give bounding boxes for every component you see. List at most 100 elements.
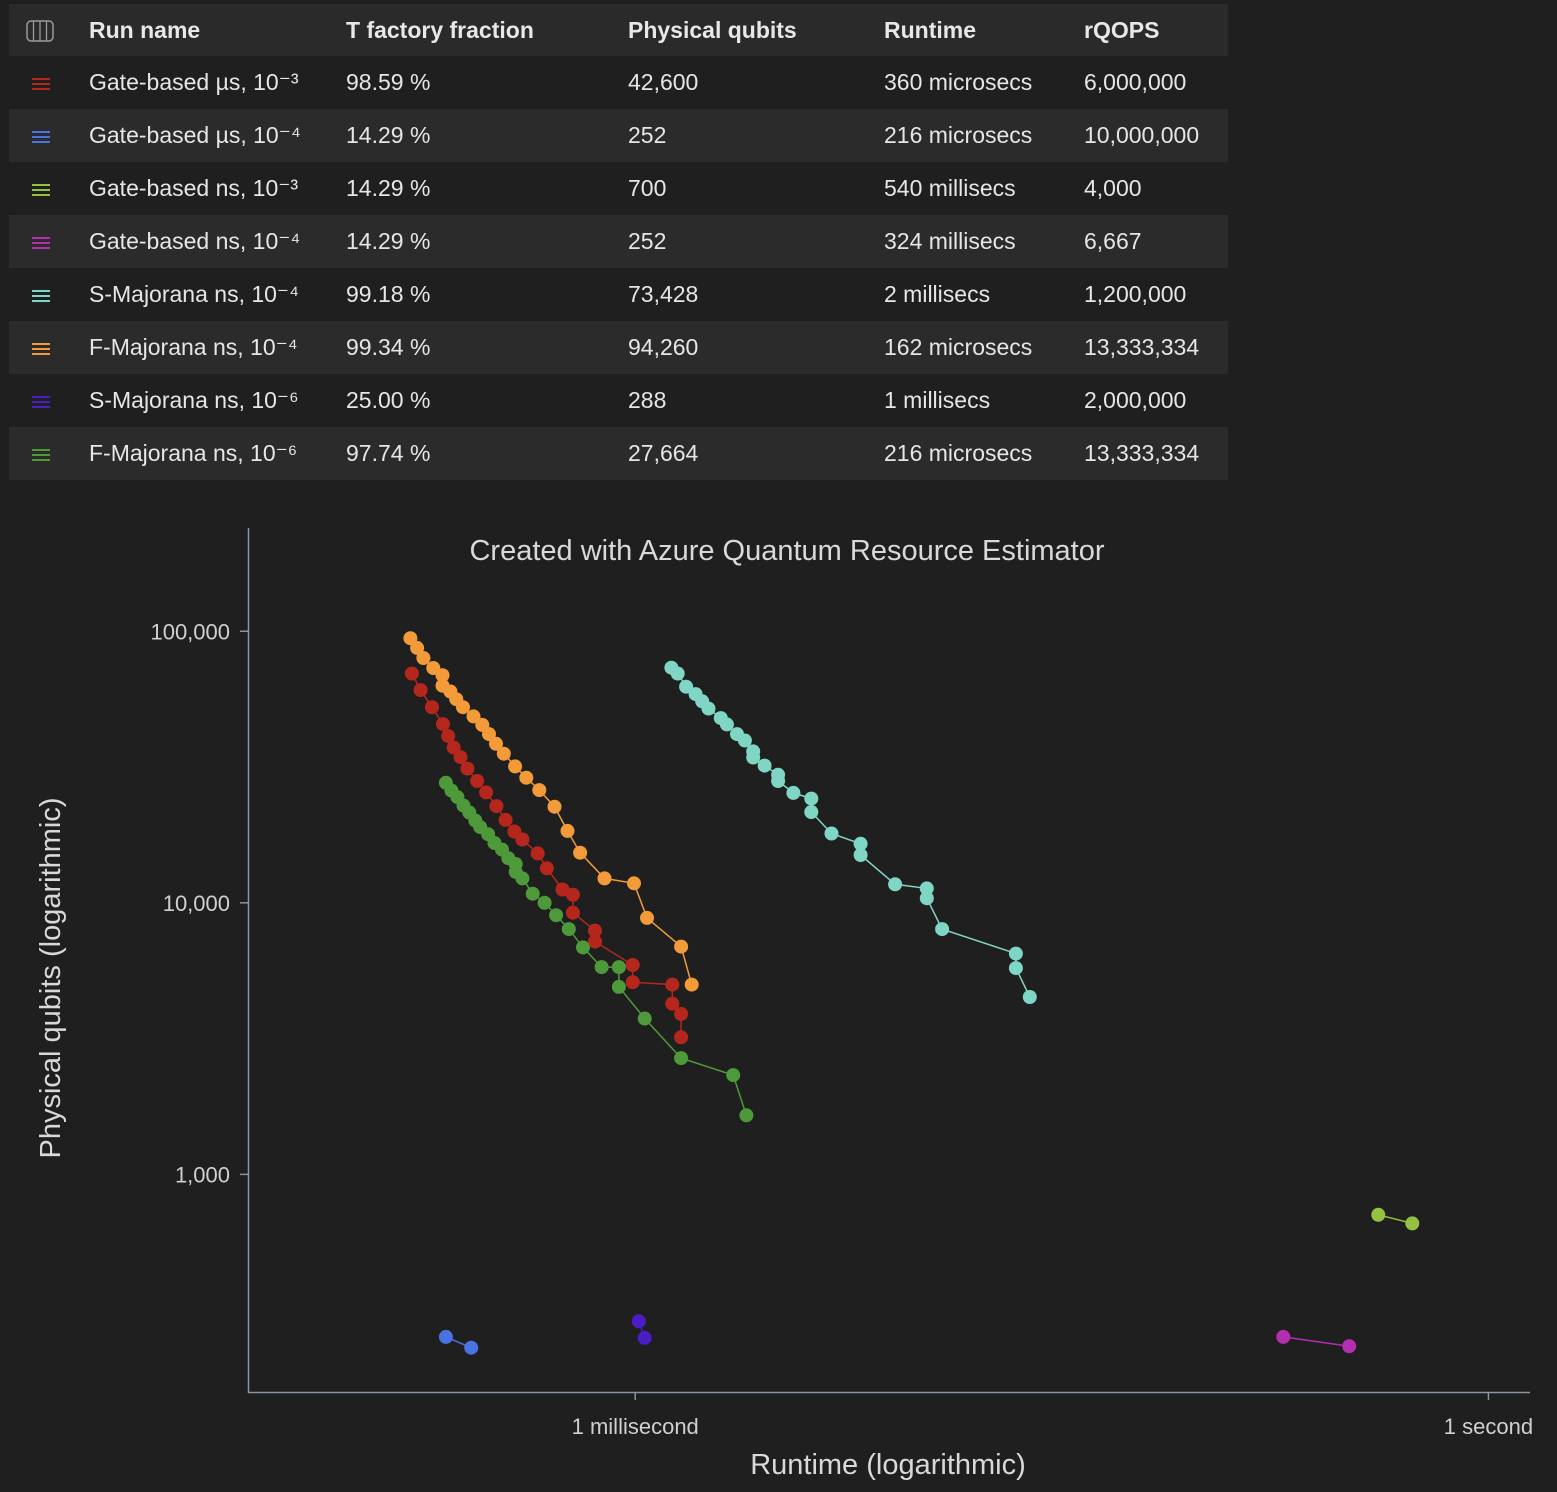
- data-point: [456, 700, 470, 715]
- data-point: [525, 886, 540, 901]
- series-legend-icon: [32, 395, 50, 408]
- table-row[interactable]: Gate-based µs, 10⁻³ 98.59 % 42,600 360 micr…: [9, 56, 1228, 109]
- data-point: [637, 1330, 652, 1345]
- header-physical-qubits[interactable]: Physical qubits: [628, 16, 797, 43]
- data-point: [436, 717, 450, 732]
- cell-runtime: 216 microsecs: [884, 440, 1033, 466]
- data-point: [631, 1314, 646, 1329]
- y-axis-label: Physical qubits (logarithmic): [35, 797, 67, 1158]
- data-point: [853, 836, 868, 851]
- data-point: [824, 826, 839, 841]
- table-row[interactable]: F-Majorana ns, 10⁻⁴ 99.34 % 94,260 162 micr…: [9, 321, 1228, 374]
- data-point: [739, 1108, 754, 1123]
- chart-series: [404, 666, 689, 1045]
- table-row[interactable]: Gate-based ns, 10⁻³ 14.29 % 700 540 millise…: [9, 162, 1228, 215]
- cell-t-factory-fraction: 14.29 %: [346, 175, 431, 201]
- cell-physical-qubits: 94,260: [628, 334, 699, 360]
- data-point: [665, 977, 680, 992]
- data-point: [935, 922, 950, 937]
- data-point: [804, 805, 819, 819]
- data-point: [549, 908, 564, 923]
- header-rqops[interactable]: rQOPS: [1084, 16, 1160, 43]
- data-point: [489, 736, 503, 751]
- x-axis-label: Runtime (logarithmic): [750, 1449, 1026, 1481]
- data-point: [508, 759, 523, 774]
- data-point: [515, 832, 530, 847]
- chart-series: [403, 631, 699, 992]
- cell-rqops: 13,333,334: [1084, 334, 1200, 360]
- data-point: [804, 791, 819, 806]
- series-legend-icon: [32, 289, 50, 302]
- y-tick-label: 10,000: [163, 891, 230, 916]
- data-point: [532, 783, 547, 798]
- cell-rqops: 1,200,000: [1084, 281, 1187, 307]
- table-row[interactable]: S-Majorana ns, 10⁻⁴ 99.18 % 73,428 2 millis…: [9, 268, 1228, 321]
- column-chooser-button[interactable]: [9, 4, 89, 56]
- data-point: [537, 895, 552, 910]
- data-point: [746, 750, 761, 765]
- cell-t-factory-fraction: 99.18 %: [346, 281, 431, 307]
- cell-runtime: 540 millisecs: [884, 175, 1016, 201]
- series-color-cell: [9, 162, 89, 215]
- cell-runtime: 2 millisecs: [884, 281, 991, 307]
- data-point: [489, 799, 504, 814]
- cell-t-factory-fraction: 98.59 %: [346, 69, 431, 95]
- data-point: [425, 700, 439, 715]
- data-point: [576, 940, 590, 955]
- series-line: [411, 673, 682, 1038]
- header-t-factory-fraction[interactable]: T factory fraction: [346, 16, 534, 43]
- data-point: [674, 1030, 689, 1045]
- series-legend-icon: [32, 236, 50, 249]
- series-color-cell: [9, 109, 89, 162]
- table-row[interactable]: Gate-based µs, 10⁻⁴ 14.29 % 252 216 microse…: [9, 109, 1228, 162]
- cell-runtime: 216 microsecs: [884, 122, 1033, 148]
- cell-rqops: 10,000,000: [1084, 122, 1200, 148]
- data-point: [627, 876, 641, 891]
- y-axis-ticks: 1,000 10,000 100,000: [150, 619, 248, 1187]
- cell-runtime: 360 microsecs: [884, 69, 1033, 95]
- cell-t-factory-fraction: 97.74 %: [346, 440, 431, 466]
- table-row[interactable]: S-Majorana ns, 10⁻⁶ 25.00 % 288 1 millisecs…: [9, 374, 1228, 427]
- data-point: [588, 934, 602, 949]
- data-point: [453, 750, 468, 765]
- data-point: [413, 683, 428, 698]
- columns-icon[interactable]: [26, 20, 54, 43]
- series-line: [1283, 1336, 1350, 1347]
- data-point: [565, 887, 580, 902]
- data-point: [771, 774, 786, 788]
- data-point: [438, 1329, 453, 1344]
- data-point: [466, 709, 481, 724]
- cell-physical-qubits: 42,600: [628, 69, 699, 95]
- data-point: [519, 770, 534, 785]
- data-point: [515, 871, 530, 886]
- data-point: [555, 882, 570, 897]
- cell-run-name: Gate-based µs, 10⁻⁴: [89, 122, 301, 148]
- x-tick-label: 1 millisecond: [572, 1414, 699, 1439]
- table-row[interactable]: F-Majorana ns, 10⁻⁶ 97.74 % 27,664 216 micr…: [9, 427, 1228, 480]
- data-point: [479, 785, 494, 800]
- data-point: [561, 922, 576, 937]
- chart-series: [1371, 1207, 1420, 1231]
- cell-physical-qubits: 252: [628, 122, 667, 148]
- data-point: [665, 996, 680, 1011]
- header-runtime[interactable]: Runtime: [884, 16, 976, 43]
- data-point: [416, 651, 431, 665]
- chart-series: [438, 775, 754, 1123]
- cell-run-name: S-Majorana ns, 10⁻⁴: [89, 281, 299, 307]
- data-point: [674, 1006, 689, 1021]
- data-point: [547, 799, 562, 814]
- data-point: [640, 910, 654, 925]
- data-point: [637, 1011, 652, 1026]
- series-color-cell: [9, 427, 89, 480]
- series-legend-icon: [32, 77, 50, 90]
- cell-physical-qubits: 252: [628, 228, 667, 254]
- header-run-name[interactable]: Run name: [89, 16, 201, 43]
- data-point: [498, 812, 513, 827]
- table-row[interactable]: Gate-based ns, 10⁻⁴ 14.29 % 252 324 millise…: [9, 215, 1228, 268]
- cell-run-name: Gate-based µs, 10⁻³: [89, 69, 299, 95]
- data-point: [684, 977, 699, 992]
- plot-series: [403, 631, 1420, 1355]
- cell-t-factory-fraction: 25.00 %: [346, 387, 431, 413]
- cell-rqops: 13,333,334: [1084, 440, 1200, 466]
- data-point: [410, 640, 425, 655]
